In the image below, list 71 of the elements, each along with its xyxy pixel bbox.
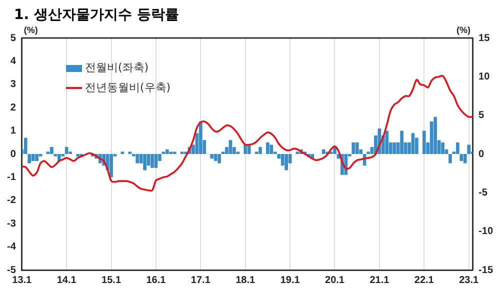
x-tick-label: 20.1 — [325, 274, 345, 286]
y-tick-label: -4 — [6, 242, 16, 253]
y2-tick-label: -10 — [478, 226, 494, 238]
bar — [154, 154, 158, 168]
bar — [434, 116, 437, 154]
y2-tick-label: 0 — [478, 148, 485, 160]
bar — [31, 154, 35, 161]
y-tick-label: -1 — [6, 172, 16, 183]
y-axis-title: (%) — [24, 24, 38, 35]
bar — [198, 122, 202, 154]
bar — [467, 144, 470, 154]
y-tick-label: 4 — [10, 56, 16, 67]
bar — [270, 144, 274, 154]
bar — [210, 154, 214, 159]
bar — [352, 142, 356, 154]
bar — [422, 130, 426, 154]
bar — [460, 154, 464, 161]
x-tick-label: 13.1 — [12, 274, 32, 286]
y2-tick-label: 15 — [478, 32, 490, 44]
bar — [441, 142, 444, 154]
bar — [64, 147, 68, 154]
bar — [400, 130, 404, 154]
bar — [463, 154, 467, 164]
bar — [266, 142, 270, 154]
bar — [392, 142, 396, 154]
y2-tick-label: 5 — [478, 110, 485, 122]
y2-tick-label: -5 — [478, 187, 488, 198]
bar — [35, 154, 38, 161]
bar — [448, 154, 452, 164]
legend-label: 전월비(좌축) — [85, 60, 149, 76]
bar — [218, 154, 221, 164]
x-tick-label: 22.1 — [414, 274, 434, 286]
bar — [228, 140, 232, 154]
bar — [165, 149, 169, 154]
y-tick-label: 2 — [10, 102, 16, 114]
x-tick-label: 17.1 — [190, 274, 211, 286]
x-tick-label: 15.1 — [102, 274, 122, 286]
bar — [411, 133, 415, 154]
y-tick-label: -3 — [6, 218, 16, 230]
legend-label: 전년동월비(우축) — [85, 80, 171, 96]
x-tick-label: 18.1 — [236, 274, 256, 286]
bar — [456, 142, 460, 154]
bar — [385, 130, 389, 154]
bar — [24, 138, 28, 154]
y2-tick-label: -15 — [478, 264, 494, 276]
chart-title: 1. 생산자물가지수 등락률 — [13, 6, 180, 24]
y-tick-label: -2 — [6, 195, 16, 206]
x-tick-label: 23.1 — [459, 274, 479, 286]
bar — [143, 154, 146, 170]
y-tick-label: 0 — [10, 148, 16, 160]
bar — [28, 154, 32, 164]
bar — [150, 154, 154, 168]
bar — [214, 154, 218, 161]
bar — [50, 147, 54, 154]
bar — [258, 147, 262, 154]
bar — [280, 154, 284, 166]
x-tick-label: 16.1 — [146, 274, 166, 286]
y2-axis-title: (%) — [456, 24, 471, 35]
x-tick-label: 14.1 — [56, 274, 77, 286]
x-tick-label: 19.1 — [280, 274, 300, 286]
bar — [110, 154, 113, 178]
y-tick-label: 3 — [10, 79, 16, 90]
y-tick-label: 1 — [10, 126, 16, 137]
bar — [136, 154, 140, 164]
bar — [355, 142, 359, 154]
bar — [284, 154, 288, 170]
y-tick-label: -5 — [6, 264, 16, 276]
y2-tick-label: 10 — [478, 71, 490, 82]
y-tick-label: 5 — [10, 32, 16, 44]
x-tick-label: 21.1 — [370, 274, 390, 286]
line-series — [20, 74, 474, 192]
